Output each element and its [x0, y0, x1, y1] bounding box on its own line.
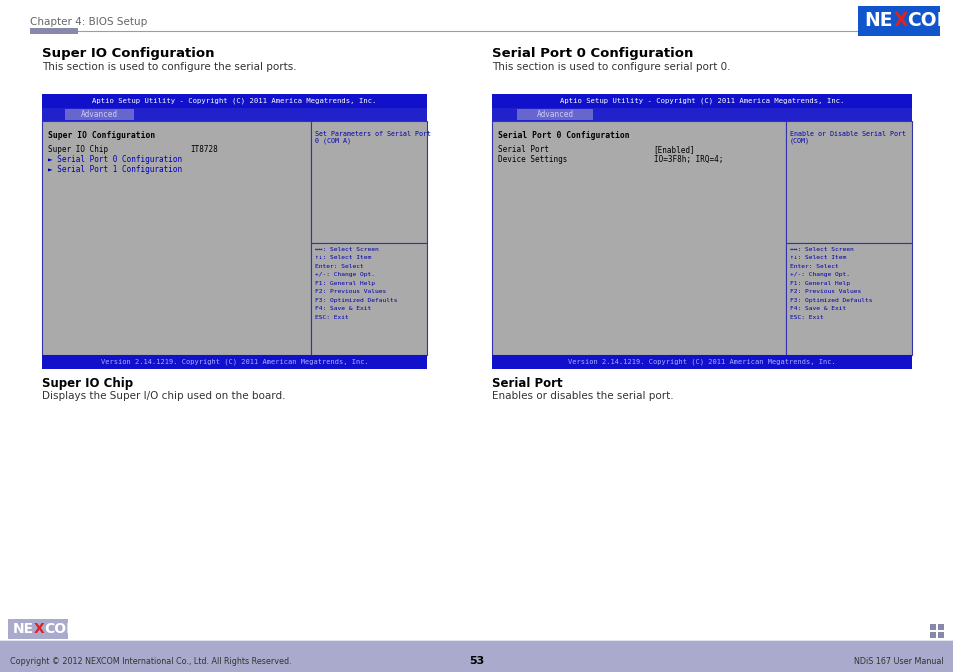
- Text: F2: Previous Values: F2: Previous Values: [315, 289, 386, 294]
- Text: COM: COM: [906, 11, 953, 30]
- Text: F3: Optimized Defaults: F3: Optimized Defaults: [315, 298, 397, 302]
- Bar: [785, 121, 911, 243]
- Text: NE: NE: [12, 622, 34, 636]
- Text: Advanced: Advanced: [536, 110, 573, 119]
- Text: F1: General Help: F1: General Help: [789, 281, 849, 286]
- Text: ESC: Exit: ESC: Exit: [315, 314, 349, 320]
- Bar: [492, 94, 911, 369]
- Text: X: X: [33, 622, 45, 636]
- Text: Enables or disables the serial port.: Enables or disables the serial port.: [492, 391, 673, 401]
- Bar: [492, 355, 911, 369]
- Text: Serial Port 0 Configuration: Serial Port 0 Configuration: [497, 131, 629, 140]
- Text: F4: Save & Exit: F4: Save & Exit: [789, 306, 845, 311]
- Text: F4: Save & Exit: F4: Save & Exit: [315, 306, 372, 311]
- Text: X: X: [892, 11, 907, 30]
- Text: Copyright © 2012 NEXCOM International Co., Ltd. All Rights Reserved.: Copyright © 2012 NEXCOM International Co…: [10, 657, 292, 665]
- Text: Device Settings: Device Settings: [497, 155, 567, 164]
- Text: F1: General Help: F1: General Help: [315, 281, 375, 286]
- Bar: [517, 109, 592, 120]
- Text: ► Serial Port 1 Configuration: ► Serial Port 1 Configuration: [48, 165, 182, 174]
- Bar: [42, 108, 427, 121]
- Text: Super IO Configuration: Super IO Configuration: [48, 131, 155, 140]
- Bar: [492, 108, 911, 121]
- Text: Super IO Chip: Super IO Chip: [42, 377, 133, 390]
- Text: Set Parameters of Serial Port
0 (COM A): Set Parameters of Serial Port 0 (COM A): [315, 131, 431, 144]
- Text: Super IO Configuration: Super IO Configuration: [42, 47, 214, 60]
- Bar: [42, 94, 427, 108]
- Bar: [785, 243, 911, 355]
- Text: Version 2.14.1219. Copyright (C) 2011 American Megatrends, Inc.: Version 2.14.1219. Copyright (C) 2011 Am…: [100, 359, 368, 366]
- Text: Aptio Setup Utility - Copyright (C) 2011 America Megatrends, Inc.: Aptio Setup Utility - Copyright (C) 2011…: [92, 97, 376, 104]
- Text: ↔↔: Select Screen: ↔↔: Select Screen: [789, 247, 853, 252]
- Text: COM: COM: [44, 622, 80, 636]
- Bar: [492, 121, 785, 355]
- Text: ↔↔: Select Screen: ↔↔: Select Screen: [315, 247, 379, 252]
- Bar: [929, 624, 935, 630]
- Bar: [65, 109, 134, 120]
- Bar: [0, 640, 953, 672]
- Text: ↑↓: Select Item: ↑↓: Select Item: [789, 255, 845, 260]
- Bar: [929, 632, 935, 638]
- Bar: [42, 94, 427, 369]
- Bar: [312, 121, 427, 243]
- Bar: [8, 619, 68, 639]
- Text: Chapter 4: BIOS Setup: Chapter 4: BIOS Setup: [30, 17, 147, 27]
- Bar: [42, 121, 312, 355]
- Text: Enter: Select: Enter: Select: [315, 263, 364, 269]
- Text: NE: NE: [863, 11, 892, 30]
- Text: F2: Previous Values: F2: Previous Values: [789, 289, 861, 294]
- Text: Aptio Setup Utility - Copyright (C) 2011 America Megatrends, Inc.: Aptio Setup Utility - Copyright (C) 2011…: [559, 97, 843, 104]
- Bar: [30, 28, 78, 34]
- Text: Enable or Disable Serial Port
(COM): Enable or Disable Serial Port (COM): [789, 131, 905, 144]
- Text: +/-: Change Opt.: +/-: Change Opt.: [315, 272, 375, 277]
- Bar: [42, 355, 427, 369]
- Text: +/-: Change Opt.: +/-: Change Opt.: [789, 272, 849, 277]
- Text: IT8728: IT8728: [190, 145, 217, 154]
- Text: This section is used to configure serial port 0.: This section is used to configure serial…: [492, 62, 730, 72]
- Text: Super IO Chip: Super IO Chip: [48, 145, 108, 154]
- Text: [Enabled]: [Enabled]: [653, 145, 695, 154]
- Bar: [857, 6, 939, 36]
- Text: ESC: Exit: ESC: Exit: [789, 314, 822, 320]
- Bar: [937, 624, 943, 630]
- Text: ↑↓: Select Item: ↑↓: Select Item: [315, 255, 372, 260]
- Text: ► Serial Port 0 Configuration: ► Serial Port 0 Configuration: [48, 155, 182, 164]
- Text: Serial Port 0 Configuration: Serial Port 0 Configuration: [492, 47, 693, 60]
- Text: Serial Port: Serial Port: [497, 145, 548, 154]
- Bar: [312, 243, 427, 355]
- Text: Version 2.14.1219. Copyright (C) 2011 American Megatrends, Inc.: Version 2.14.1219. Copyright (C) 2011 Am…: [568, 359, 835, 366]
- Text: Serial Port: Serial Port: [492, 377, 562, 390]
- Text: Enter: Select: Enter: Select: [789, 263, 838, 269]
- Text: This section is used to configure the serial ports.: This section is used to configure the se…: [42, 62, 296, 72]
- Bar: [492, 94, 911, 108]
- Text: IO=3F8h; IRQ=4;: IO=3F8h; IRQ=4;: [653, 155, 722, 164]
- Text: Displays the Super I/O chip used on the board.: Displays the Super I/O chip used on the …: [42, 391, 285, 401]
- Text: NDiS 167 User Manual: NDiS 167 User Manual: [854, 657, 943, 665]
- Text: Advanced: Advanced: [81, 110, 118, 119]
- Bar: [937, 632, 943, 638]
- Text: 53: 53: [469, 656, 484, 666]
- Text: F3: Optimized Defaults: F3: Optimized Defaults: [789, 298, 872, 302]
